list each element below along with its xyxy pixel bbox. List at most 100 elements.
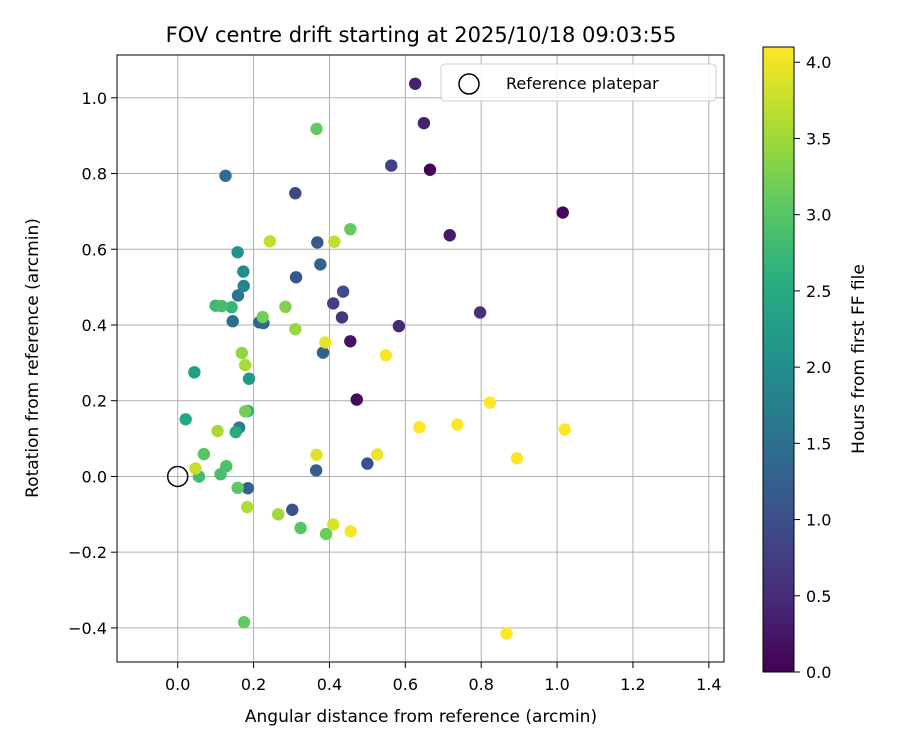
legend-marker-icon	[458, 73, 480, 95]
scatter-point	[231, 246, 244, 259]
colorbar-tick-label: 3.5	[806, 129, 831, 148]
scatter-point	[309, 464, 323, 477]
y-tick-label: 1.0	[82, 89, 107, 108]
colorbar-tick-label: 3.0	[806, 206, 831, 225]
scatter-points	[179, 77, 571, 640]
scatter-point	[344, 335, 357, 348]
scatter-point	[310, 122, 323, 136]
legend-box	[440, 63, 717, 102]
y-tick-label: 0.8	[82, 165, 107, 184]
x-axis-ticks: 0.0 0.2 0.4 0.6 0.8 1.0 1.2 1.4	[165, 662, 722, 694]
scatter-point	[197, 447, 211, 461]
scatter-point	[220, 460, 233, 473]
scatter-point	[408, 77, 422, 90]
scatter-point	[379, 349, 393, 362]
scatter-point	[423, 163, 437, 176]
scatter-point	[413, 421, 426, 434]
scatter-point	[239, 405, 252, 418]
x-tick-label: 0.4	[317, 675, 342, 694]
scatter-point	[500, 627, 513, 640]
x-tick-label: 1.2	[620, 675, 645, 694]
scatter-point	[219, 169, 232, 182]
scatter-point	[311, 236, 324, 249]
colorbar-tick-label: 2.0	[806, 358, 831, 377]
scatter-point	[558, 423, 571, 436]
scatter-point	[272, 508, 285, 521]
scatter-point	[256, 310, 269, 324]
x-tick-label: 0.8	[468, 675, 493, 694]
colorbar-tick-label: 0.5	[806, 587, 831, 606]
scatter-point	[231, 481, 244, 495]
scatter-point	[225, 300, 238, 314]
scatter-point	[319, 527, 333, 541]
y-tick-label: 0.4	[82, 316, 107, 335]
scatter-point	[556, 206, 569, 219]
colorbar-label: Hours from first FF file	[849, 264, 869, 454]
scatter-point	[319, 336, 332, 349]
y-tick-label: −0.2	[68, 543, 107, 562]
scatter-point	[327, 297, 340, 310]
legend-label: Reference platepar	[506, 74, 659, 93]
scatter-point	[240, 500, 254, 514]
scatter-point	[226, 315, 239, 328]
scatter-point	[392, 319, 406, 333]
legend: Reference platepar	[440, 63, 717, 102]
scatter-point	[443, 229, 456, 242]
scatter-point	[235, 346, 249, 360]
scatter-point	[451, 418, 464, 431]
scatter-point	[336, 285, 350, 298]
colorbar-tick-label: 2.5	[806, 282, 831, 301]
scatter-point	[231, 289, 245, 302]
scatter-point	[510, 452, 524, 465]
scatter-point	[237, 265, 250, 278]
colorbar-tick-label: 1.5	[806, 434, 831, 453]
scatter-point	[237, 279, 250, 293]
scatter-point	[327, 518, 340, 531]
colorbar-tick-label: 4.0	[806, 53, 831, 72]
x-tick-label: 1.4	[696, 675, 721, 694]
scatter-point	[211, 424, 224, 438]
scatter-point	[328, 235, 341, 248]
plot-frame	[116, 54, 725, 663]
scatter-point	[263, 235, 277, 248]
y-tick-label: 0.2	[82, 392, 107, 411]
scatter-point	[289, 322, 302, 336]
scatter-point	[189, 462, 202, 475]
scatter-point	[179, 413, 192, 426]
scatter-point	[289, 187, 302, 200]
scatter-point	[314, 258, 327, 271]
y-tick-label: −0.4	[68, 619, 107, 638]
scatter-point	[361, 457, 374, 470]
colorbar-tick-label: 1.0	[806, 511, 831, 530]
y-tick-label: 0.0	[82, 467, 107, 486]
scatter-point	[215, 299, 228, 313]
scatter-point	[279, 300, 292, 314]
scatter-point	[286, 503, 299, 516]
scatter-point	[242, 372, 256, 385]
colorbar-tick-label: 0.0	[806, 663, 831, 682]
scatter-point	[289, 271, 303, 284]
scatter-point	[188, 366, 201, 379]
colorbar-ticks: 0.0 0.5 1.0 1.5 2.0 2.5 3.0 3.5 4.0	[794, 53, 831, 682]
scatter-point	[239, 358, 252, 372]
scatter-point	[241, 481, 255, 495]
y-axis-ticks: −0.4 −0.2 0.0 0.2 0.4 0.6 0.8 1.0	[68, 89, 117, 638]
scatter-point	[316, 346, 330, 359]
x-tick-label: 0.0	[165, 675, 190, 694]
scatter-point	[350, 393, 363, 406]
scatter-point	[371, 448, 384, 461]
scatter-point	[385, 159, 398, 172]
scatter-point	[237, 616, 251, 629]
scatter-point	[473, 306, 487, 319]
grid-lines	[117, 55, 724, 662]
x-tick-label: 0.2	[241, 675, 266, 694]
scatter-point	[344, 525, 357, 538]
x-tick-label: 1.0	[544, 675, 569, 694]
scatter-point	[483, 396, 497, 409]
y-tick-label: 0.6	[82, 240, 107, 259]
colorbar-gradient	[762, 46, 795, 673]
y-axis-label: Rotation from reference (arcmin)	[23, 218, 43, 498]
scatter-point	[335, 311, 349, 324]
scatter-point	[417, 116, 431, 130]
